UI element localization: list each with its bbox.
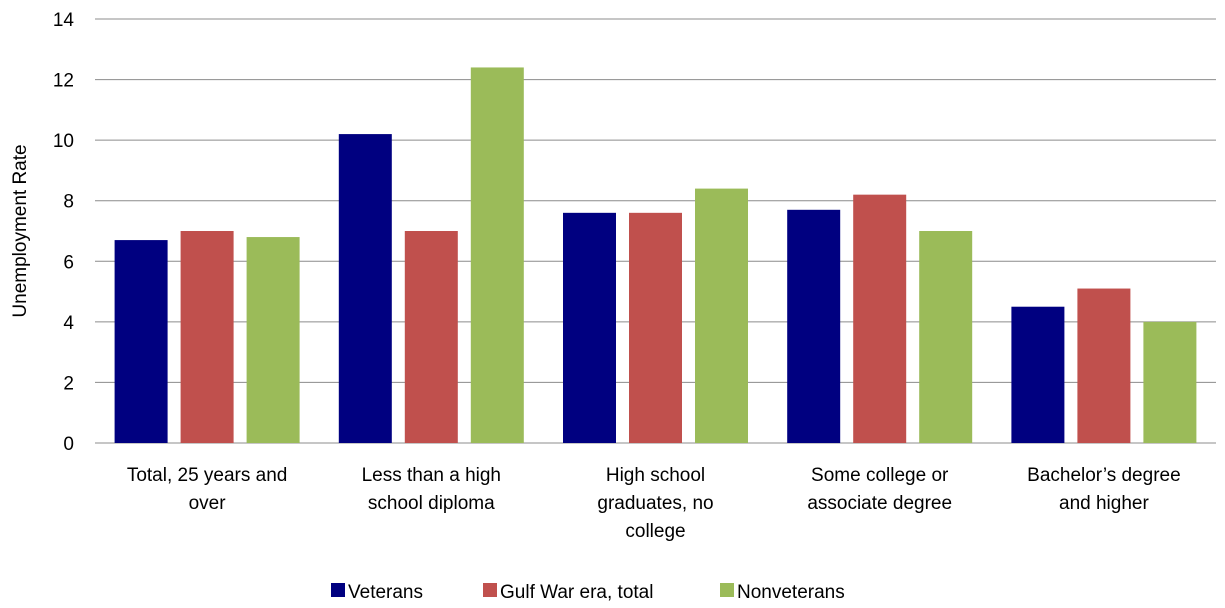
y-axis-ticks: 0 2 4 6 8 10 12 14 [53, 10, 75, 455]
bar [1077, 288, 1131, 443]
x-axis-categories: Total, 25 years and over Less than a high s… [127, 465, 1181, 542]
y-tick-label: 2 [63, 373, 74, 394]
y-tick-label: 6 [63, 252, 74, 273]
y-tick-label: 0 [63, 434, 74, 455]
bar [563, 212, 616, 443]
x-category-label: High school [606, 465, 705, 486]
y-tick-label: 10 [53, 131, 74, 152]
x-category-label: Less than a high [362, 465, 501, 486]
bar [338, 134, 392, 444]
bar [114, 240, 168, 443]
bar [180, 231, 234, 443]
bar [470, 67, 524, 443]
y-tick-label: 12 [53, 71, 74, 92]
bar [246, 237, 300, 443]
bar-series [114, 67, 1197, 444]
bar [1143, 321, 1197, 443]
bar [853, 194, 907, 443]
x-category-label: college [625, 521, 685, 542]
x-category-label: graduates, no [597, 493, 713, 514]
legend-swatch [720, 583, 734, 597]
legend-swatch [331, 583, 345, 597]
x-category-label: Some college or [811, 465, 949, 486]
bar [919, 231, 973, 443]
legend-label: Nonveterans [737, 582, 845, 603]
bar [1011, 306, 1065, 443]
legend-label: Veterans [348, 582, 423, 603]
y-tick-label: 4 [63, 313, 74, 334]
bar [695, 188, 748, 443]
x-category-label: school diploma [368, 493, 495, 514]
x-category-label: over [189, 493, 227, 514]
x-category-label: and higher [1059, 493, 1149, 514]
bar [404, 231, 458, 443]
bar [629, 212, 682, 443]
bar [787, 209, 841, 443]
y-tick-label: 14 [53, 10, 75, 31]
legend-label: Gulf War era, total [500, 582, 653, 603]
x-category-label: associate degree [807, 493, 952, 514]
x-category-label: Total, 25 years and [127, 465, 288, 486]
y-tick-label: 8 [63, 192, 74, 213]
y-axis-title: Unemployment Rate [10, 144, 31, 317]
x-category-label: Bachelor’s degree [1027, 465, 1181, 486]
legend-swatch [483, 583, 497, 597]
legend: Veterans Gulf War era, total Nonveterans [331, 582, 845, 603]
